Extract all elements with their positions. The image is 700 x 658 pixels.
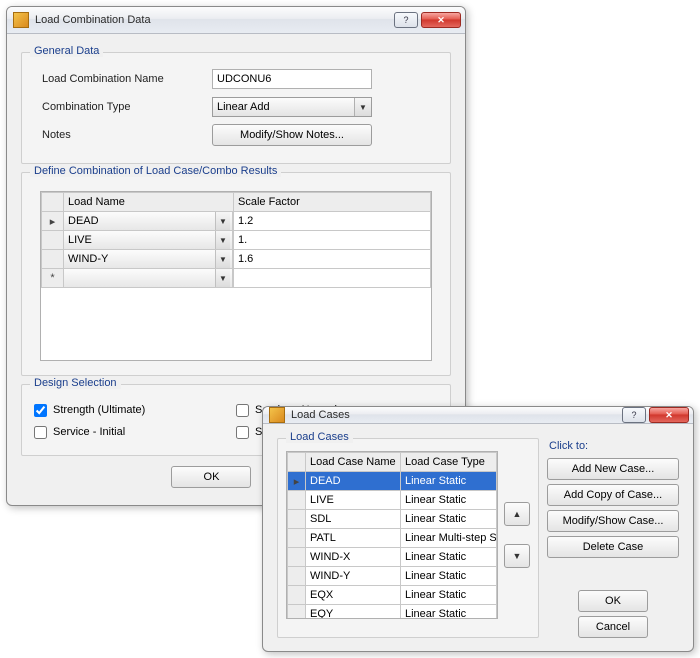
service-normal-checkbox[interactable]: [236, 404, 249, 417]
table-row[interactable]: EQY Linear Static: [288, 605, 497, 620]
chevron-down-icon: ▼: [354, 98, 371, 116]
table-row[interactable]: EQX Linear Static: [288, 586, 497, 605]
cancel-button[interactable]: Cancel: [578, 616, 648, 638]
combo-name-input[interactable]: [212, 69, 372, 89]
combo-type-label: Combination Type: [34, 101, 212, 113]
col-load-name: Load Name: [64, 193, 234, 212]
modify-notes-button[interactable]: Modify/Show Notes...: [212, 124, 372, 146]
load-cases-group: Load Cases Load Case Name Load Case Type…: [277, 438, 539, 638]
load-cases-window: Load Cases ? ✕ Load Cases Load Case Name…: [262, 406, 694, 652]
titlebar[interactable]: Load Cases ? ✕: [263, 407, 693, 424]
strength-checkbox[interactable]: [34, 404, 47, 417]
close-button[interactable]: ✕: [421, 12, 461, 28]
modify-show-case-button[interactable]: Modify/Show Case...: [547, 510, 679, 532]
ok-button[interactable]: OK: [578, 590, 648, 612]
table-row[interactable]: LIVE ▼ 1.: [42, 231, 431, 250]
table-row-new[interactable]: * ▼: [42, 269, 431, 288]
load-name-cell[interactable]: LIVE ▼: [64, 231, 233, 249]
table-row[interactable]: PATL Linear Multi-step Static: [288, 529, 497, 548]
table-header-row: Load Name Scale Factor: [42, 193, 431, 212]
chevron-down-icon: ▼: [215, 231, 230, 249]
move-down-button[interactable]: ▼: [504, 544, 530, 568]
help-button[interactable]: ?: [394, 12, 418, 28]
actions-column: Click to: Add New Case... Add Copy of Ca…: [547, 438, 679, 638]
reorder-buttons: ▲ ▼: [504, 502, 530, 568]
group-title: Design Selection: [30, 377, 121, 389]
scale-factor-cell[interactable]: 1.6: [234, 250, 431, 269]
add-new-case-button[interactable]: Add New Case...: [547, 458, 679, 480]
service-initial-checkbox[interactable]: [34, 426, 47, 439]
chevron-down-icon: ▼: [215, 250, 230, 268]
load-cases-grid[interactable]: Load Case Name Load Case Type ▸ DEAD Lin…: [286, 451, 498, 619]
group-title: General Data: [30, 45, 103, 57]
combo-grid[interactable]: Load Name Scale Factor ▸ DEAD ▼ 1.2 LIV: [40, 191, 432, 361]
combo-type-value: Linear Add: [217, 101, 270, 113]
group-title: Load Cases: [286, 431, 353, 443]
table-row[interactable]: ▸ DEAD Linear Static: [288, 472, 497, 491]
delete-case-button[interactable]: Delete Case: [547, 536, 679, 558]
app-icon: [13, 12, 29, 28]
add-copy-case-button[interactable]: Add Copy of Case...: [547, 484, 679, 506]
col-case-name: Load Case Name: [306, 453, 401, 472]
table-row[interactable]: WIND-Y ▼ 1.6: [42, 250, 431, 269]
window-body: Load Cases Load Case Name Load Case Type…: [263, 424, 693, 652]
chevron-down-icon: ▼: [215, 269, 230, 287]
table-row[interactable]: WIND-Y Linear Static: [288, 567, 497, 586]
ok-button[interactable]: OK: [171, 466, 251, 488]
scale-factor-cell[interactable]: 1.2: [234, 212, 431, 231]
service-long-checkbox[interactable]: [236, 426, 249, 439]
table-row[interactable]: SDL Linear Static: [288, 510, 497, 529]
click-to-label: Click to:: [549, 440, 679, 452]
general-data-group: General Data Load Combination Name Combi…: [21, 52, 451, 164]
col-scale-factor: Scale Factor: [234, 193, 431, 212]
chevron-down-icon: ▼: [215, 212, 230, 230]
titlebar[interactable]: Load Combination Data ? ✕: [7, 7, 465, 34]
define-combo-group: Define Combination of Load Case/Combo Re…: [21, 172, 451, 376]
app-icon: [269, 407, 285, 423]
combo-name-label: Load Combination Name: [34, 73, 212, 85]
window-title: Load Cases: [291, 409, 619, 421]
help-button[interactable]: ?: [622, 407, 646, 423]
scale-factor-cell[interactable]: 1.: [234, 231, 431, 250]
table-row[interactable]: WIND-X Linear Static: [288, 548, 497, 567]
table-header-row: Load Case Name Load Case Type: [288, 453, 497, 472]
scale-factor-cell[interactable]: [234, 269, 431, 288]
window-title: Load Combination Data: [35, 14, 391, 26]
col-case-type: Load Case Type: [401, 453, 497, 472]
load-name-cell[interactable]: DEAD ▼: [64, 212, 233, 230]
notes-label: Notes: [34, 129, 212, 141]
service-initial-label: Service - Initial: [53, 426, 125, 438]
strength-label: Strength (Ultimate): [53, 404, 145, 416]
group-title: Define Combination of Load Case/Combo Re…: [30, 165, 281, 177]
combo-type-select[interactable]: Linear Add ▼: [212, 97, 372, 117]
table-row[interactable]: ▸ DEAD ▼ 1.2: [42, 212, 431, 231]
load-name-cell[interactable]: ▼: [64, 269, 233, 287]
move-up-button[interactable]: ▲: [504, 502, 530, 526]
table-row[interactable]: LIVE Linear Static: [288, 491, 497, 510]
load-name-cell[interactable]: WIND-Y ▼: [64, 250, 233, 268]
close-button[interactable]: ✕: [649, 407, 689, 423]
